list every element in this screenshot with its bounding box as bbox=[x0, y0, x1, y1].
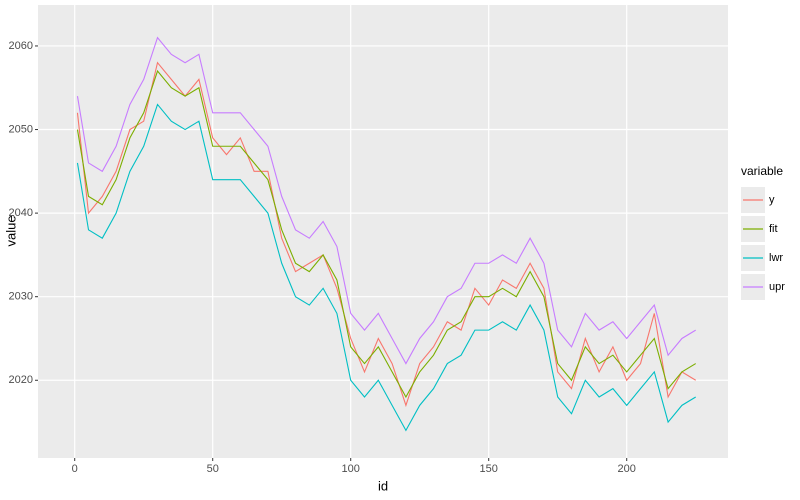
y-axis-title: value bbox=[3, 215, 18, 246]
series-line bbox=[76, 69, 696, 399]
series-line bbox=[76, 36, 696, 365]
x-tick-label: 100 bbox=[342, 463, 360, 475]
series-line bbox=[76, 103, 696, 432]
y-tick-label: 2020 bbox=[9, 374, 33, 386]
x-tick-label: 150 bbox=[480, 463, 498, 475]
x-axis-title: id bbox=[378, 478, 388, 493]
x-tick-label: 50 bbox=[207, 463, 219, 475]
legend-label: y bbox=[769, 194, 775, 206]
legend-label: fit bbox=[769, 223, 778, 235]
y-tick-label: 2050 bbox=[9, 123, 33, 135]
x-tick-label: 0 bbox=[72, 463, 78, 475]
legend-title: variable bbox=[741, 164, 783, 178]
legend-label: lwr bbox=[769, 252, 783, 264]
legend-label: upr bbox=[769, 281, 785, 293]
x-tick-label: 200 bbox=[618, 463, 636, 475]
y-tick-label: 2040 bbox=[9, 207, 33, 219]
y-tick-label: 2030 bbox=[9, 291, 33, 303]
y-tick-label: 2060 bbox=[9, 40, 33, 52]
plot-panel bbox=[38, 5, 728, 458]
